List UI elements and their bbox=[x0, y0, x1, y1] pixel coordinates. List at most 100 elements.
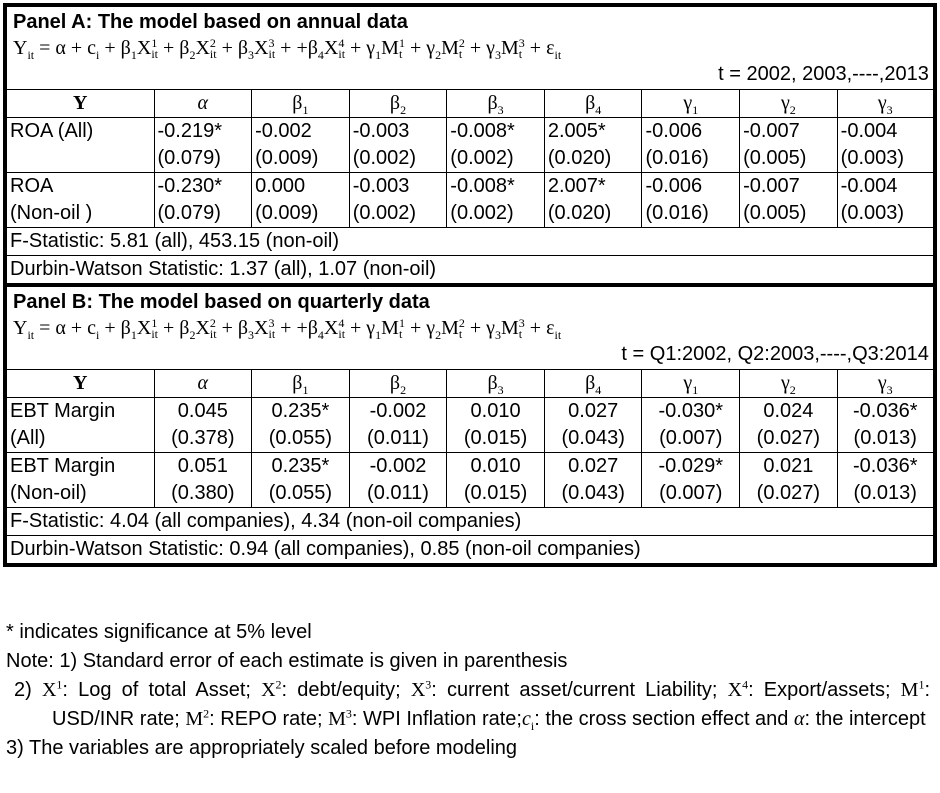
subscript: it bbox=[151, 47, 158, 62]
math-token: X 2 it bbox=[195, 317, 216, 340]
header-cell: β1 bbox=[251, 369, 350, 398]
panel-title: Panel B: The model based on quarterly da… bbox=[13, 291, 430, 313]
text: Note: 1) Standard error of each estimate… bbox=[6, 650, 568, 672]
stat-row: Durbin-Watson Statistic: 0.94 (all compa… bbox=[4, 535, 936, 566]
header-cell: β2 bbox=[348, 369, 448, 398]
data-cell: 2.005* (0.020) bbox=[543, 117, 643, 173]
std-error: (0.011) bbox=[367, 482, 429, 504]
math-base: M bbox=[381, 37, 399, 59]
std-error: (0.015) bbox=[463, 482, 528, 504]
subscript: 1 bbox=[130, 328, 137, 342]
math-base: + γ bbox=[345, 37, 376, 59]
std-error: (0.015) bbox=[463, 427, 528, 449]
estimate: -0.004 bbox=[840, 175, 898, 197]
script-stack: 3 it bbox=[269, 317, 276, 340]
math-base: M bbox=[185, 708, 204, 730]
header-cell: Y bbox=[4, 369, 155, 398]
subscript: 3 bbox=[886, 103, 893, 117]
estimate: 0.045 bbox=[177, 400, 228, 422]
math-base: + β bbox=[157, 317, 190, 339]
header-cell: β3 bbox=[446, 369, 545, 398]
subscript: 1 bbox=[692, 383, 699, 397]
data-cell: -0.006 (0.016) bbox=[641, 172, 741, 228]
math-token: + γ2 bbox=[405, 317, 442, 342]
panel-head-row: Panel A: The model based on annual data Y… bbox=[4, 4, 936, 90]
data-cell: -0.029* (0.007) bbox=[641, 452, 741, 508]
math-token: + +β4 bbox=[275, 317, 324, 341]
std-error: (0.380) bbox=[171, 482, 235, 504]
text: : WPI Inflation rate; bbox=[351, 708, 522, 730]
math-base: X bbox=[323, 317, 339, 339]
math-token: X 2 it bbox=[195, 37, 216, 60]
header-cell: β1 bbox=[251, 89, 350, 118]
math-token: X 4 it bbox=[324, 37, 345, 60]
data-cell: -0.036* (0.013) bbox=[836, 397, 936, 453]
text: : Export/assets; bbox=[748, 679, 901, 701]
text: : current asset/current Liability; bbox=[431, 679, 728, 701]
math-token: α bbox=[794, 708, 805, 730]
subscript: 2 bbox=[789, 383, 796, 397]
math-token: + γ1 bbox=[345, 37, 381, 61]
data-cell: 0.027 (0.043) bbox=[543, 452, 643, 508]
data-row: ROA (Non-oil ) -0.230* (0.079) 0.000 (0.009) -… bbox=[4, 172, 936, 228]
math-base: β bbox=[585, 372, 596, 394]
data-cell: 0.010 (0.015) bbox=[446, 397, 545, 453]
row-label: EBT Margin (All) bbox=[4, 397, 155, 453]
data-cell: -0.030* (0.007) bbox=[641, 397, 741, 453]
text: : USD/INR rate; bbox=[52, 679, 931, 730]
subscript: t bbox=[518, 47, 523, 62]
math-token: β2 bbox=[390, 92, 406, 116]
estimate: -0.007 bbox=[743, 175, 800, 197]
math-token: γ1 bbox=[683, 92, 698, 116]
math-token: X 1 it bbox=[136, 36, 158, 62]
math-token: β3 bbox=[487, 92, 503, 116]
math-token: Yit bbox=[13, 37, 34, 61]
header-cell: β4 bbox=[543, 89, 643, 118]
subscript: t bbox=[398, 327, 403, 342]
math-base: X bbox=[136, 37, 152, 59]
estimate: -0.002 bbox=[369, 400, 427, 422]
subscript: 3 bbox=[495, 328, 501, 342]
math-base: + ε bbox=[524, 37, 555, 59]
math-token: + β1 bbox=[99, 37, 136, 61]
subscript: 2 bbox=[400, 383, 407, 397]
math-token: = α + ci bbox=[34, 317, 99, 341]
math-token: β2 bbox=[390, 372, 407, 397]
math-base: β bbox=[292, 92, 303, 114]
subscript: 3 bbox=[248, 48, 255, 62]
math-base: Y bbox=[13, 37, 28, 59]
math-token: γ2 bbox=[781, 372, 796, 397]
equation: Yit = α + ci + β1X 1 it + β2X 2 it + β3X 3 it … bbox=[13, 35, 929, 61]
std-error: (0.013) bbox=[853, 482, 917, 504]
superscript: 2 bbox=[458, 36, 465, 51]
script-stack: 4 it bbox=[338, 37, 345, 60]
math-base: Y bbox=[13, 317, 28, 339]
math-token: X3 bbox=[411, 678, 431, 701]
subscript: 1 bbox=[375, 328, 382, 342]
math-token: + β2 bbox=[157, 317, 195, 341]
superscript: 1 bbox=[151, 36, 158, 51]
math-base: + β bbox=[216, 317, 249, 339]
subscript: 2 bbox=[789, 103, 796, 117]
math-token: X 3 it bbox=[254, 317, 276, 340]
subscript: 2 bbox=[435, 328, 442, 342]
std-error: (0.009) bbox=[255, 147, 319, 169]
superscript: 3 bbox=[518, 316, 525, 331]
data-cell: -0.003 (0.002) bbox=[348, 117, 448, 173]
data-cell: 0.027 (0.043) bbox=[543, 397, 643, 453]
data-cell: -0.003 (0.002) bbox=[348, 172, 448, 228]
math-base: + β bbox=[99, 317, 131, 339]
subscript: i bbox=[96, 48, 100, 62]
math-base: X bbox=[254, 37, 269, 59]
row-label: EBT Margin (Non-oil) bbox=[4, 452, 155, 508]
subscript: 4 bbox=[595, 103, 602, 117]
label-line: EBT Margin bbox=[10, 455, 116, 477]
math-base: α bbox=[197, 372, 209, 394]
period: t = Q1:2002, Q2:2003,----,Q3:2014 bbox=[621, 343, 929, 365]
math-base: β bbox=[487, 92, 498, 114]
math-token: γ3 bbox=[878, 372, 893, 396]
